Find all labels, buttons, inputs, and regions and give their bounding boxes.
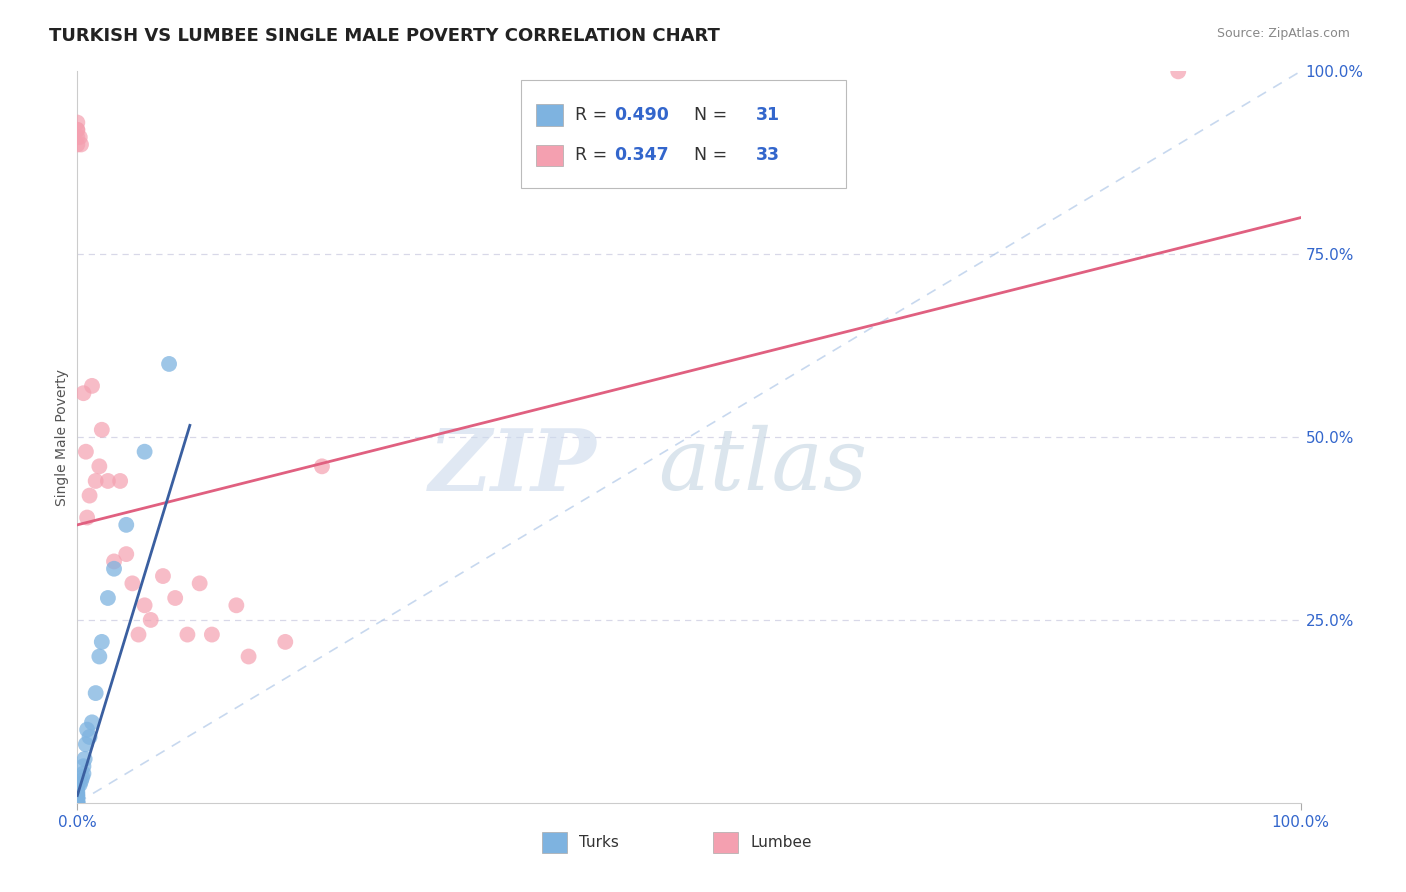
Point	[66, 794, 89, 808]
Point	[90, 423, 112, 437]
Point	[72, 759, 94, 773]
Text: ZIP: ZIP	[429, 425, 598, 508]
Text: Turks: Turks	[579, 835, 619, 850]
FancyBboxPatch shape	[536, 145, 562, 167]
Y-axis label: Single Male Poverty: Single Male Poverty	[55, 368, 69, 506]
Point	[139, 613, 162, 627]
Point	[108, 474, 131, 488]
Point	[176, 627, 198, 641]
Point	[75, 737, 97, 751]
Point	[69, 130, 91, 145]
Point	[66, 785, 89, 799]
Point	[1167, 64, 1189, 78]
FancyBboxPatch shape	[522, 80, 845, 188]
Point	[225, 599, 247, 613]
Point	[66, 789, 89, 803]
Point	[134, 599, 156, 613]
Point	[121, 576, 143, 591]
Text: R =: R =	[575, 106, 613, 124]
Text: R =: R =	[575, 146, 613, 164]
Point	[66, 789, 89, 804]
Point	[89, 649, 111, 664]
Text: TURKISH VS LUMBEE SINGLE MALE POVERTY CORRELATION CHART: TURKISH VS LUMBEE SINGLE MALE POVERTY CO…	[49, 27, 720, 45]
Text: N =: N =	[683, 106, 733, 124]
Point	[89, 459, 111, 474]
Point	[70, 137, 93, 152]
Point	[79, 730, 101, 744]
Point	[66, 137, 89, 152]
Point	[66, 791, 89, 805]
Point	[75, 444, 97, 458]
Point	[103, 554, 125, 568]
Point	[69, 778, 91, 792]
Point	[134, 444, 156, 458]
Point	[127, 627, 149, 641]
Point	[76, 510, 98, 524]
Point	[80, 379, 103, 393]
Point	[238, 649, 260, 664]
Point	[72, 766, 94, 780]
Point	[66, 792, 89, 806]
Point	[66, 796, 89, 810]
Point	[66, 123, 89, 137]
Point	[157, 357, 180, 371]
Point	[84, 686, 107, 700]
Point	[201, 627, 224, 641]
Text: 0.490: 0.490	[614, 106, 669, 124]
Point	[79, 489, 101, 503]
Point	[72, 386, 94, 401]
Point	[84, 474, 107, 488]
Point	[66, 130, 89, 145]
Text: 33: 33	[756, 146, 780, 164]
Point	[66, 123, 89, 137]
Point	[115, 517, 138, 532]
Point	[97, 474, 120, 488]
Point	[66, 794, 89, 808]
Point	[66, 781, 89, 796]
Point	[70, 773, 93, 788]
Point	[80, 715, 103, 730]
Point	[76, 723, 98, 737]
Text: atlas: atlas	[658, 425, 868, 508]
Point	[66, 115, 89, 129]
Text: N =: N =	[683, 146, 733, 164]
Text: 0.347: 0.347	[614, 146, 669, 164]
Point	[115, 547, 138, 561]
Text: Source: ZipAtlas.com: Source: ZipAtlas.com	[1216, 27, 1350, 40]
Point	[73, 752, 96, 766]
Point	[66, 796, 89, 810]
Point	[66, 787, 89, 801]
Point	[66, 796, 89, 810]
Point	[97, 591, 120, 605]
Point	[66, 796, 89, 810]
Point	[70, 770, 93, 784]
Point	[152, 569, 174, 583]
Text: Lumbee: Lumbee	[751, 835, 811, 850]
FancyBboxPatch shape	[543, 832, 567, 853]
Point	[311, 459, 333, 474]
Point	[103, 562, 125, 576]
FancyBboxPatch shape	[536, 104, 562, 127]
FancyBboxPatch shape	[713, 832, 738, 853]
Point	[188, 576, 211, 591]
Point	[165, 591, 187, 605]
Point	[90, 635, 112, 649]
Text: 31: 31	[756, 106, 780, 124]
Point	[274, 635, 297, 649]
